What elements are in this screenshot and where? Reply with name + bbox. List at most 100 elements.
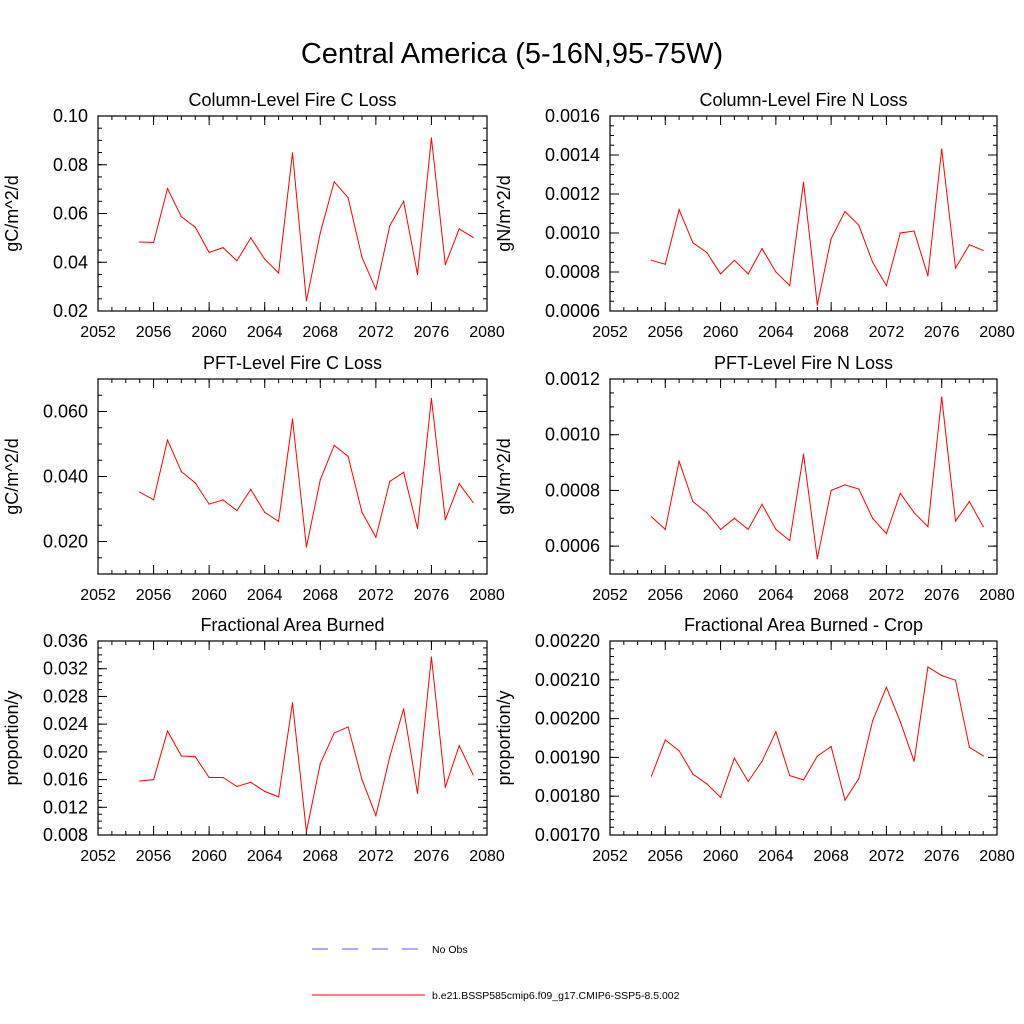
- x-tick-label: 2080: [979, 587, 1015, 604]
- data-point: [333, 181, 335, 183]
- data-point: [982, 755, 984, 757]
- data-point: [208, 503, 210, 505]
- data-point: [166, 439, 169, 441]
- data-point: [941, 148, 943, 150]
- data-point: [761, 760, 763, 762]
- data-point: [982, 526, 984, 528]
- data-point: [278, 520, 280, 522]
- data-point: [291, 702, 294, 704]
- x-tick-label: 2064: [247, 324, 283, 341]
- data-point: [361, 256, 363, 258]
- y-tick-label: 0.0010: [545, 223, 600, 243]
- y-tick-label: 0.020: [43, 532, 88, 552]
- y-tick-label: 0.0016: [545, 106, 600, 126]
- plot-frame: [609, 115, 998, 312]
- data-point: [706, 512, 708, 514]
- data-point: [250, 781, 252, 783]
- data-point: [650, 775, 653, 777]
- data-point: [885, 686, 888, 688]
- y-tick-label: 0.0014: [545, 145, 600, 165]
- data-point: [830, 745, 832, 748]
- data-point: [692, 500, 694, 503]
- data-point: [458, 228, 460, 230]
- data-point: [789, 775, 791, 777]
- data-point: [872, 517, 874, 519]
- y-axis-label: proportion/y: [2, 690, 22, 785]
- x-tick-label: 2064: [758, 324, 794, 341]
- data-point: [872, 720, 874, 722]
- panel-title: Column-Level Fire C Loss: [188, 90, 396, 110]
- data-point: [305, 830, 307, 833]
- plot-frame: [97, 378, 488, 575]
- y-tick-label: 0.04: [53, 252, 88, 272]
- x-tick-label: 2056: [136, 324, 172, 341]
- y-axis-label: gC/m^2/d: [2, 175, 22, 251]
- y-tick-label: 0.0008: [545, 480, 600, 500]
- data-point: [899, 232, 901, 234]
- x-tick-label: 2052: [592, 324, 628, 341]
- y-axis-label: gN/m^2/d: [494, 175, 514, 251]
- data-point: [389, 480, 391, 482]
- series-line: [651, 397, 984, 559]
- data-point: [719, 796, 722, 798]
- data-point: [650, 259, 653, 261]
- data-point: [885, 285, 888, 287]
- x-tick-label: 2076: [924, 324, 960, 341]
- data-point: [941, 396, 943, 398]
- y-tick-label: 0.08: [53, 155, 88, 175]
- x-tick-label: 2068: [813, 587, 849, 604]
- data-point: [706, 783, 708, 785]
- x-tick-label: 2056: [647, 848, 683, 865]
- data-point: [954, 520, 957, 522]
- x-tick-label: 2080: [469, 324, 505, 341]
- data-point: [236, 785, 238, 788]
- data-point: [180, 755, 182, 757]
- data-point: [430, 137, 433, 139]
- x-tick-label: 2056: [647, 587, 683, 604]
- data-point: [802, 453, 805, 455]
- series-line: [139, 137, 474, 301]
- data-point: [802, 779, 805, 781]
- y-tick-label: 0.02: [53, 301, 88, 321]
- x-tick-label: 2056: [136, 587, 172, 604]
- x-tick-label: 2060: [703, 324, 739, 341]
- data-point: [319, 232, 321, 234]
- y-tick-label: 0.0006: [545, 536, 600, 556]
- data-point: [472, 774, 474, 776]
- x-tick-label: 2060: [703, 848, 739, 865]
- data-point: [816, 558, 818, 560]
- data-point: [291, 152, 294, 154]
- data-point: [968, 746, 970, 748]
- data-point: [347, 455, 349, 457]
- x-tick-label: 2076: [414, 324, 450, 341]
- data-point: [789, 285, 791, 287]
- panel-title: PFT-Level Fire C Loss: [203, 353, 382, 373]
- data-point: [139, 780, 141, 782]
- y-tick-label: 0.060: [43, 402, 88, 422]
- data-point: [692, 242, 694, 244]
- data-point: [747, 780, 749, 783]
- data-point: [899, 492, 901, 494]
- data-point: [664, 263, 666, 265]
- data-point: [236, 260, 238, 262]
- x-tick-label: 2064: [758, 587, 794, 604]
- data-point: [733, 757, 735, 759]
- data-point: [678, 209, 680, 211]
- data-point: [194, 756, 196, 758]
- data-point: [430, 656, 433, 658]
- data-point: [305, 300, 307, 302]
- data-point: [844, 799, 846, 801]
- data-point: [830, 489, 832, 492]
- y-tick-label: 0.012: [43, 797, 88, 817]
- data-point: [375, 288, 377, 290]
- data-point: [789, 539, 791, 542]
- legend-label: No Obs: [432, 944, 468, 956]
- data-point: [166, 730, 169, 732]
- panel-title: PFT-Level Fire N Loss: [714, 353, 893, 373]
- data-point: [802, 181, 805, 183]
- data-point: [858, 488, 860, 490]
- data-point: [416, 527, 419, 530]
- x-tick-label: 2052: [592, 587, 628, 604]
- data-point: [927, 666, 929, 668]
- data-point: [333, 732, 335, 734]
